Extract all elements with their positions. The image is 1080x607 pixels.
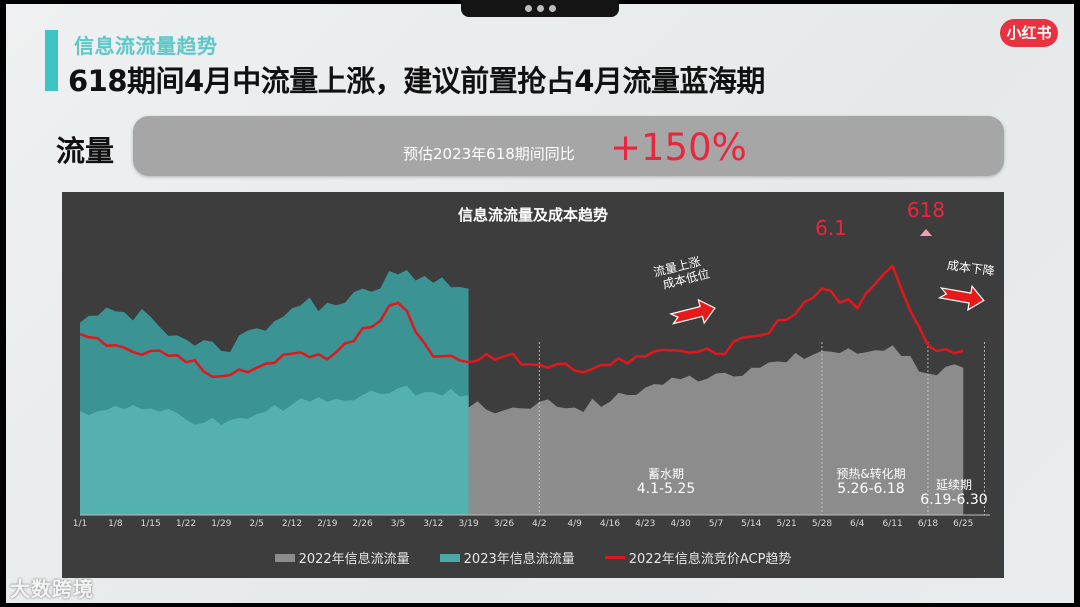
phase-range: 4.1-5.25 (636, 481, 696, 497)
acp-line (79, 264, 964, 378)
x-tick-label: 2/19 (317, 519, 338, 529)
brand-logo: 小红书 (1000, 19, 1058, 47)
legend-label: 2022年信息流竞价ACP趋势 (628, 552, 792, 567)
legend-label: 2023年信息流流量 (463, 552, 575, 567)
legend-swatch (604, 556, 625, 559)
legend-item-2022-traffic[interactable]: 2022年信息流流量 (274, 548, 410, 567)
page-title: 618期间4月中流量上涨，建议前置抢占4月流量蓝海期 (68, 64, 765, 98)
window-notch[interactable] (461, 0, 619, 17)
phase-range: 5.26-6.18 (837, 481, 905, 497)
x-tick-label: 4/2 (532, 519, 547, 529)
phase-name: 延续期 (935, 478, 972, 492)
x-tick-label: 1/1 (72, 519, 88, 529)
dot-icon (549, 5, 556, 12)
x-tick-label: 1/15 (140, 519, 161, 529)
x-tick-label: 2/26 (352, 519, 373, 529)
phase-label-storage: 蓄水期 4.1-5.25 (637, 467, 696, 497)
x-tick-label: 4/16 (599, 519, 621, 529)
arrow-drop-icon (937, 284, 985, 312)
metric-banner (133, 116, 1004, 176)
phase-label-warmup: 预热&转化期 5.26-6.18 (836, 467, 905, 497)
x-tick-label: 4/30 (670, 519, 691, 529)
metric-value: +150% (610, 126, 747, 169)
accent-bar (45, 30, 58, 91)
watermark: 大数跨境 (10, 577, 94, 601)
x-tick-label: 5/28 (811, 519, 833, 529)
dot-icon (525, 5, 532, 12)
arrow-rise-icon (669, 298, 716, 325)
peak-label-618: 618 (906, 198, 946, 222)
x-tick-label: 5/7 (708, 519, 724, 529)
x-tick-label: 4/9 (567, 519, 582, 529)
peak-triangle-icon (920, 229, 932, 236)
x-tick-label: 3/19 (458, 519, 479, 529)
x-tick-label: 3/26 (493, 519, 515, 529)
legend-item-2023-traffic[interactable]: 2023年信息流流量 (439, 548, 575, 567)
phase-name: 预热&转化期 (836, 467, 906, 481)
x-tick-label: 3/5 (390, 519, 406, 529)
legend-label: 2022年信息流流量 (298, 552, 410, 567)
x-tick-label: 6/18 (917, 519, 939, 529)
phase-divider-lines (538, 342, 985, 515)
x-tick-label: 4/23 (635, 519, 656, 529)
chart-plot (79, 229, 990, 516)
chart-title: 信息流流量及成本趋势 (457, 206, 608, 224)
phase-name: 蓄水期 (647, 467, 684, 481)
phase-label-continuation: 延续期 6.19-6.30 (920, 478, 987, 508)
peak-label-6-1: 6.1 (815, 216, 847, 240)
x-tick-label: 6/11 (882, 519, 903, 529)
x-tick-label: 6/4 (850, 519, 865, 529)
legend-swatch (439, 553, 460, 562)
x-tick-label: 5/14 (741, 519, 762, 529)
chart-panel: 信息流流量及成本趋势 6.1 618 流量上涨 成本低位 成本下降 蓄水期 4.… (62, 192, 1004, 578)
x-tick-label: 2/5 (249, 519, 264, 529)
x-tick-label: 1/8 (108, 519, 123, 529)
x-tick-label: 3/12 (423, 519, 444, 529)
dot-icon (537, 5, 544, 12)
section-subtitle: 信息流流量趋势 (74, 34, 218, 58)
chart-legend: 2022年信息流流量 2023年信息流流量 2022年信息流竞价ACP趋势 (62, 548, 1004, 567)
phase-range: 6.19-6.30 (920, 492, 988, 508)
legend-item-acp[interactable]: 2022年信息流竞价ACP趋势 (604, 548, 792, 567)
legend-swatch (274, 553, 295, 562)
x-tick-label: 1/22 (175, 519, 197, 529)
x-tick-label: 2/12 (281, 519, 303, 529)
area-2023-traffic-lower (80, 385, 469, 515)
x-tick-label: 5/21 (776, 519, 797, 529)
metric-label: 流量 (56, 134, 115, 168)
x-tick-label: 1/29 (211, 519, 232, 529)
metric-text: 预估2023年618期间同比 (403, 145, 575, 163)
x-tick-label: 6/25 (953, 519, 974, 529)
